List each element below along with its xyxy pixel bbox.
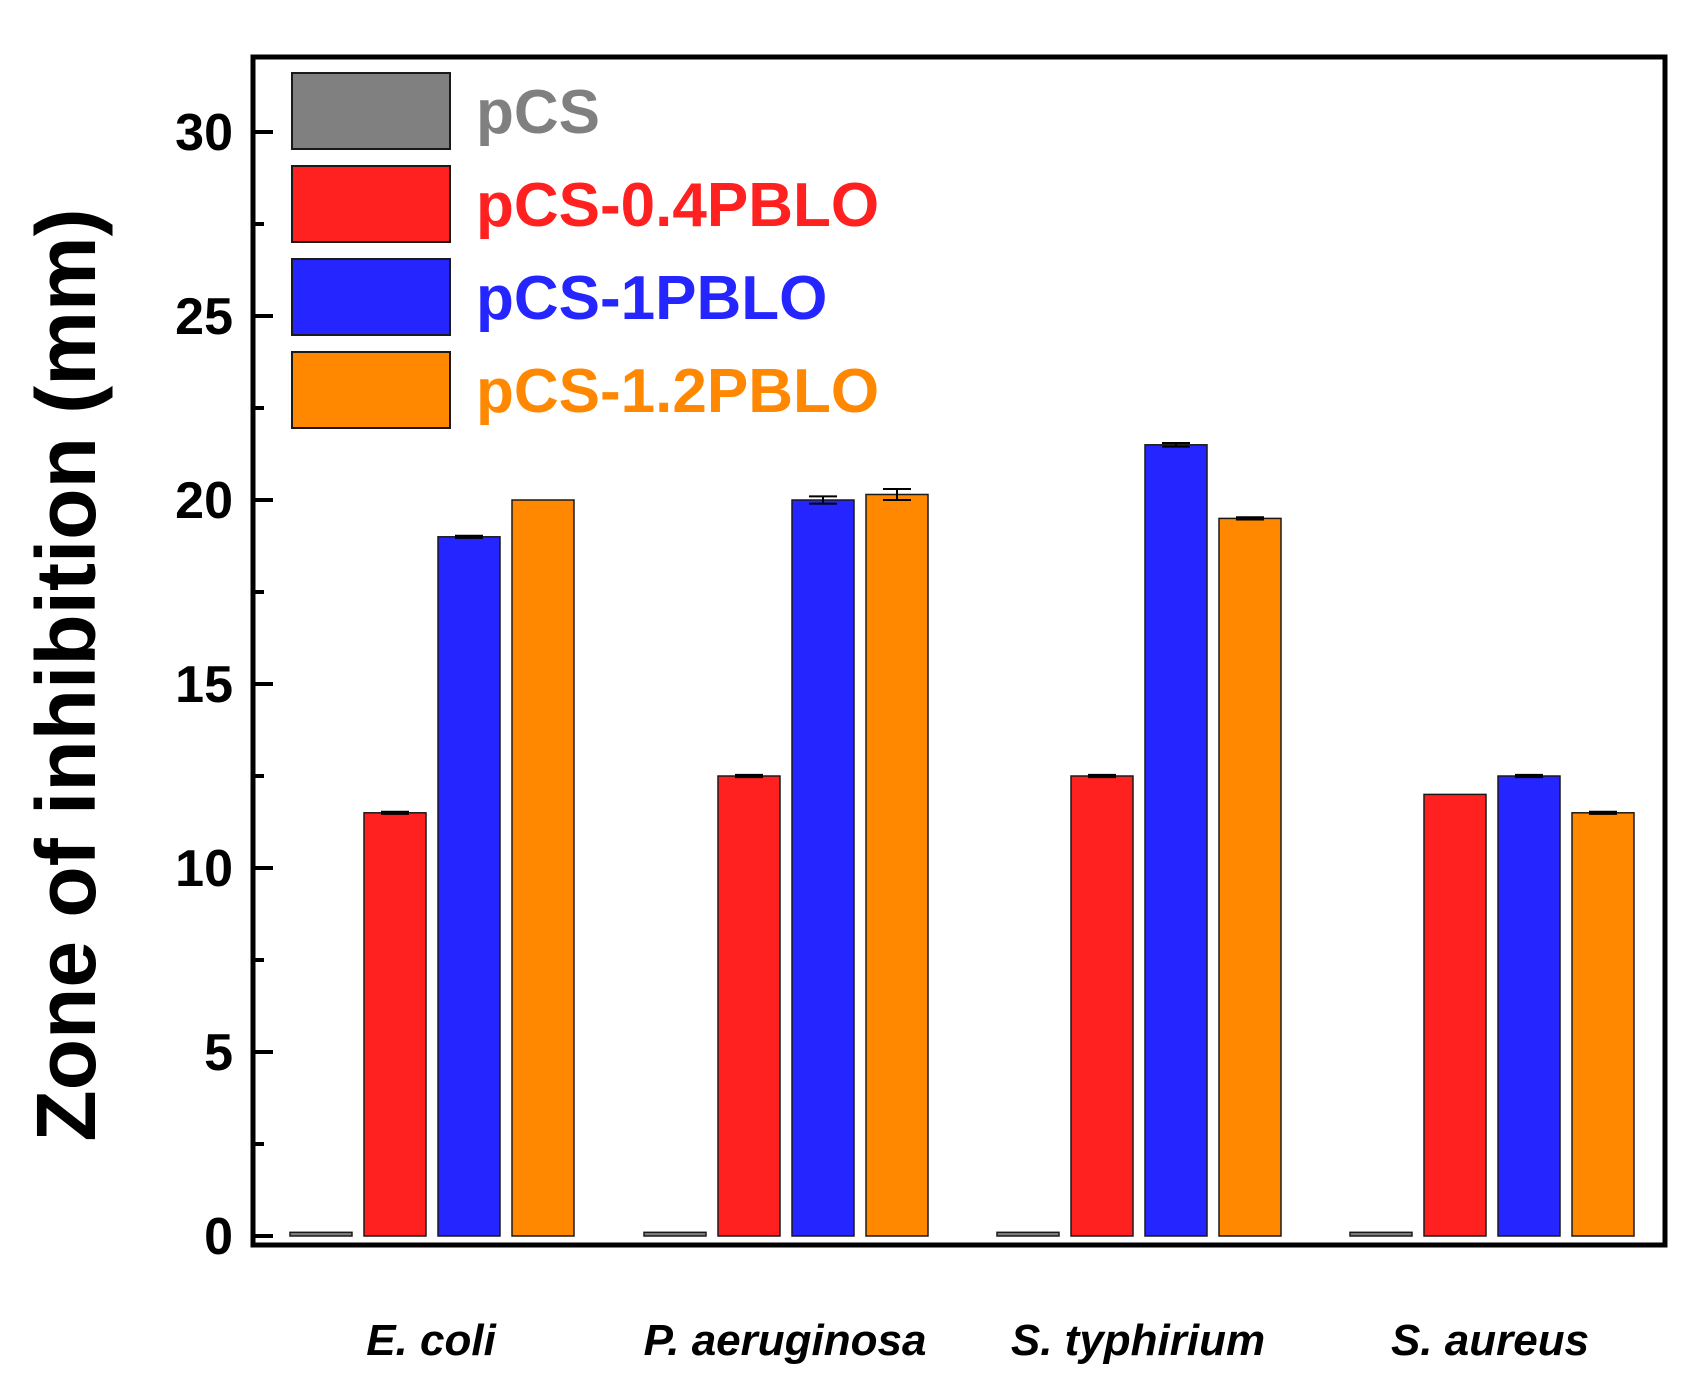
bar-pCS-1.2PBLO-P. aeruginosa [865, 493, 929, 1237]
y-tick-label: 15 [175, 656, 233, 714]
legend-swatch [291, 165, 451, 243]
y-tick-label: 5 [204, 1024, 233, 1082]
bar-pCS-0.4PBLO-E. coli [363, 812, 427, 1237]
x-category-label: P. aeruginosa [644, 1316, 927, 1365]
y-tick-label: 20 [175, 472, 233, 530]
legend-swatch [291, 351, 451, 429]
bar-pCS-1.2PBLO-S. typhirium [1218, 517, 1282, 1237]
x-axis-categories: E. coli P. aeruginosa S. typhirium S. aureu… [366, 1316, 1589, 1365]
y-tick-label: 30 [175, 104, 233, 162]
plot-frame [250, 54, 1668, 1248]
bar-pCS-S. typhirium [996, 1231, 1060, 1237]
bars-layer [289, 444, 1635, 1237]
bar-pCS-P. aeruginosa [643, 1231, 707, 1237]
error-bars-layer [381, 441, 1617, 815]
y-axis: 0 5 10 15 20 25 30 [175, 104, 273, 1266]
y-axis-title: Zone of inhibition (mm) [19, 208, 113, 1141]
bar-pCS-1.2PBLO-E. coli [511, 499, 575, 1237]
bar-pCS-E. coli [289, 1231, 353, 1237]
y-tick-label: 25 [175, 288, 233, 346]
x-category-label: E. coli [366, 1316, 496, 1365]
legend: pCS pCS-0.4PBLO pCS-1PBLO pCS-1.2PBLO [291, 72, 879, 429]
bar-pCS-1PBLO-S. aureus [1497, 775, 1561, 1237]
y-tick-label: 10 [175, 840, 233, 898]
bar-pCS-1PBLO-E. coli [437, 536, 501, 1237]
bar-pCS-1PBLO-P. aeruginosa [791, 499, 855, 1237]
legend-swatch [291, 72, 451, 150]
bar-pCS-0.4PBLO-S. typhirium [1070, 775, 1134, 1237]
legend-label: pCS-1.2PBLO [476, 357, 879, 426]
legend-label: pCS-0.4PBLO [476, 171, 879, 240]
bar-pCS-S. aureus [1349, 1231, 1413, 1237]
bar-pCS-1PBLO-S. typhirium [1144, 444, 1208, 1237]
legend-label: pCS [476, 78, 600, 147]
legend-swatch [291, 258, 451, 336]
x-category-label: S. typhirium [1011, 1316, 1265, 1365]
y-tick-label: 0 [204, 1208, 233, 1266]
bar-pCS-1.2PBLO-S. aureus [1571, 812, 1635, 1237]
legend-label: pCS-1PBLO [476, 264, 827, 333]
bar-pCS-0.4PBLO-P. aeruginosa [717, 775, 781, 1237]
x-category-label: S. aureus [1391, 1316, 1589, 1365]
bar-pCS-0.4PBLO-S. aureus [1423, 793, 1487, 1237]
